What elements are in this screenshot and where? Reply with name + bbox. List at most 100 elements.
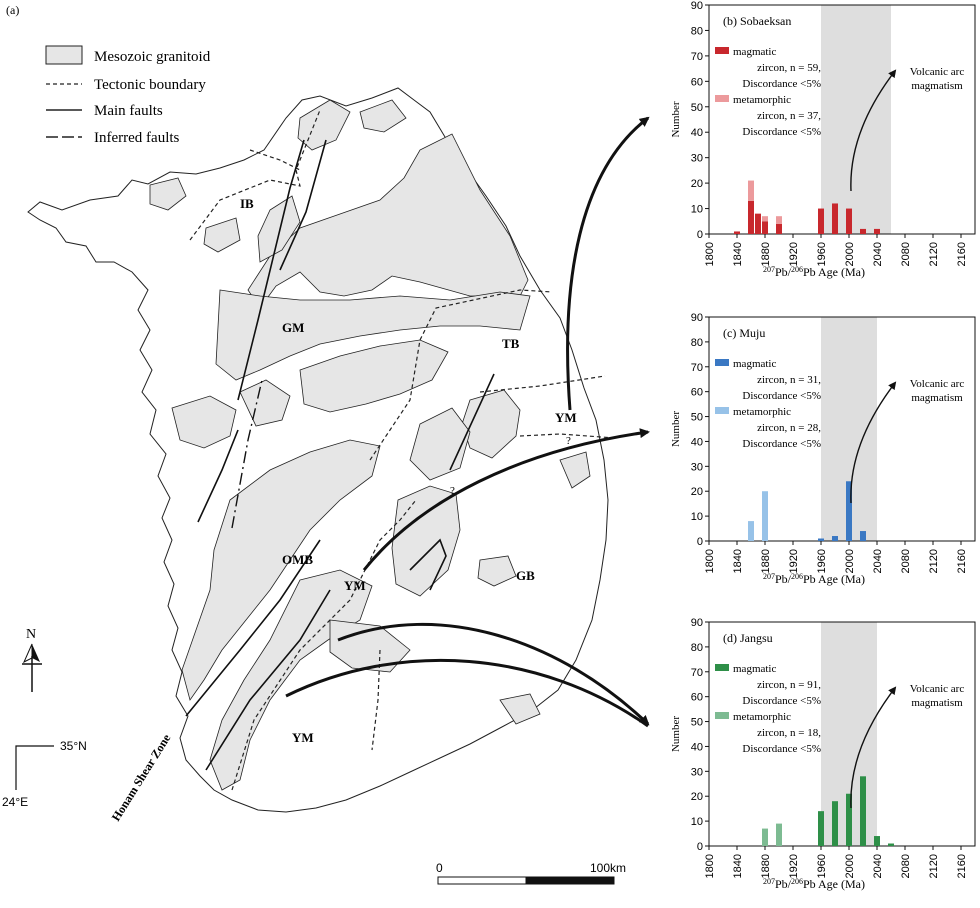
place-label-tb: TB	[502, 336, 520, 351]
bar-magmatic	[860, 776, 866, 846]
legend-metamorphic-text: metamorphic	[733, 406, 791, 418]
legend-magmatic-swatch	[715, 359, 729, 366]
bar-magmatic	[734, 231, 740, 234]
x-axis-label-text: Pb/	[775, 572, 792, 586]
y-tick-label: 20	[691, 486, 703, 498]
granitoid-body	[329, 619, 411, 673]
legend-metamorphic-text: metamorphic	[733, 711, 791, 723]
y-tick-label: 30	[691, 461, 703, 473]
granitoid-body	[409, 407, 471, 481]
north-arrow: N	[22, 627, 42, 692]
legend-inferred-fault-label: Inferred faults	[94, 130, 180, 146]
bar-metamorphic	[748, 521, 754, 541]
annotation-arrow	[850, 686, 897, 809]
x-axis-label: 207Pb/206Pb Age (Ma)	[763, 572, 865, 587]
y-tick-label: 60	[691, 76, 703, 88]
legend-metamorphic-swatch	[715, 407, 729, 414]
x-tick-label: 1960	[816, 854, 828, 878]
y-tick-label: 40	[691, 127, 703, 139]
x-axis-label: 207Pb/206Pb Age (Ma)	[763, 877, 865, 892]
x-tick-label: 1960	[816, 242, 828, 266]
granitoid-body	[215, 289, 531, 381]
x-tick-label: 2120	[928, 242, 940, 266]
y-axis-label: Number	[670, 101, 682, 137]
bar-magmatic	[748, 200, 754, 234]
bar-metamorphic	[776, 823, 782, 846]
y-tick-label: 0	[697, 536, 703, 548]
bar-metamorphic	[762, 216, 768, 222]
legend-granitoid-swatch	[45, 45, 83, 65]
place-label-ym-2: YM	[344, 578, 366, 593]
chart-frame	[708, 621, 976, 847]
annotation-text: magmatism	[911, 80, 963, 92]
bar-magmatic	[874, 228, 880, 234]
y-tick-label: 20	[691, 178, 703, 190]
x-tick-label: 2000	[844, 854, 856, 878]
x-tick-label: 1920	[788, 549, 800, 573]
x-tick-label: 2080	[900, 242, 912, 266]
bar-magmatic	[846, 793, 852, 846]
granitoid-body	[559, 451, 591, 489]
chart-frame	[708, 316, 976, 542]
x-tick-label: 1920	[788, 242, 800, 266]
chart-frame	[708, 4, 976, 235]
x-tick-label: 1960	[816, 549, 828, 573]
place-label-ym-1: YM	[555, 410, 577, 425]
bar-magmatic	[832, 801, 838, 846]
map-panel-label: (a)	[6, 3, 19, 17]
y-tick-label: 70	[691, 51, 703, 63]
granitoid-body	[477, 555, 517, 587]
y-tick-label: 30	[691, 766, 703, 778]
x-axis-label: 207Pb/206Pb Age (Ma)	[763, 265, 865, 280]
bar-magmatic	[832, 203, 838, 234]
legend-magmatic-text: zircon, n = 59,	[757, 62, 821, 74]
x-tick-label: 1800	[704, 854, 716, 878]
x-axis-label-text: Pb/	[775, 877, 792, 891]
main-fault	[409, 538, 447, 591]
map-panel: (a) Mesozoic granitoid Tectonic boundary…	[2, 3, 650, 885]
annotation-text: magmatism	[911, 697, 963, 709]
y-tick-label: 40	[691, 436, 703, 448]
granitoid-body	[359, 99, 407, 133]
annotation-text: Volcanic arc	[910, 66, 965, 78]
bar-magmatic	[818, 208, 824, 234]
x-axis-label-text: Pb Age (Ma)	[803, 265, 865, 279]
y-tick-label: 70	[691, 667, 703, 679]
granitoid-body	[203, 217, 241, 253]
x-tick-label: 1840	[732, 242, 744, 266]
coordinate-corner-line	[15, 745, 54, 790]
scale-end-label: 100km	[590, 861, 626, 875]
x-tick-label: 1880	[760, 242, 772, 266]
arrow-to-muju	[362, 428, 650, 571]
legend-magmatic-swatch	[715, 664, 729, 671]
x-axis-label-isotope: 206	[791, 265, 803, 274]
legend-main-fault-label: Main faults	[94, 103, 163, 119]
granitoid-body	[257, 195, 301, 263]
main-fault	[205, 589, 331, 771]
legend-metamorphic-text: zircon, n = 37,	[757, 110, 821, 122]
main-fault	[185, 539, 321, 717]
place-label-gb: GB	[516, 568, 535, 583]
legend-metamorphic-text: metamorphic	[733, 94, 791, 106]
panel-title: (c) Muju	[723, 326, 765, 340]
legend-metamorphic-swatch	[715, 95, 729, 102]
y-tick-label: 40	[691, 741, 703, 753]
annotation-arrow	[850, 69, 897, 192]
legend-magmatic-text: zircon, n = 31,	[757, 374, 821, 386]
y-tick-label: 50	[691, 412, 703, 424]
y-tick-label: 80	[691, 642, 703, 654]
main-fault	[449, 373, 495, 471]
granitoid-body	[297, 99, 351, 151]
place-label-omb: OMB	[282, 552, 313, 567]
granitoid-body	[391, 485, 461, 597]
coordinate-corner: 35°N 24°E	[2, 739, 87, 809]
tectonic-boundary	[231, 499, 417, 791]
legend-magmatic-text: Discordance <5%	[742, 78, 821, 90]
legend-magmatic-text: Discordance <5%	[742, 695, 821, 707]
main-fault	[279, 139, 327, 271]
y-tick-label: 70	[691, 362, 703, 374]
bar-magmatic	[860, 531, 866, 541]
x-tick-label: 2080	[900, 854, 912, 878]
